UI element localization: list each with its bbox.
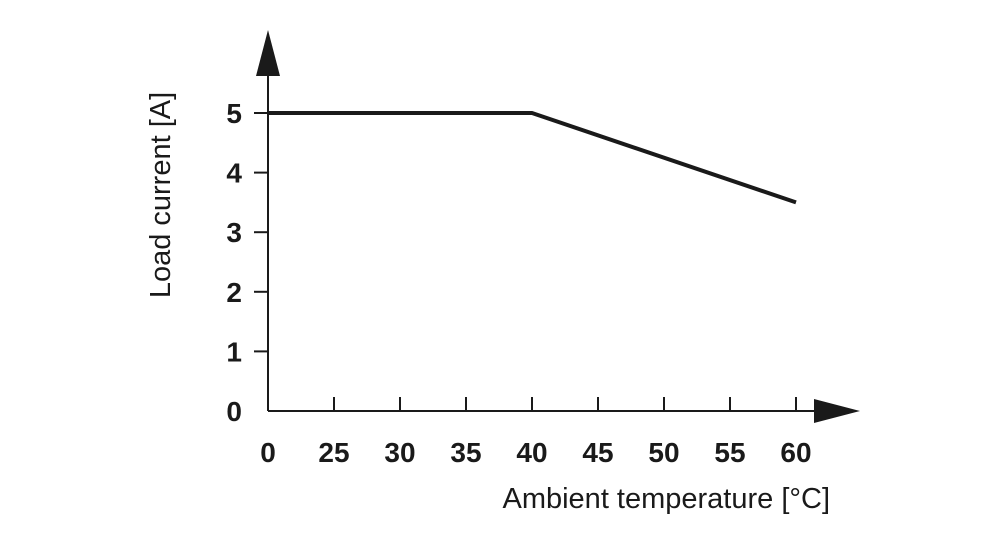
- y-axis-arrow-icon: [256, 30, 280, 76]
- x-tick-label: 30: [384, 437, 415, 468]
- x-axis-title: Ambient temperature [°C]: [502, 483, 830, 515]
- y-tick-label: 3: [226, 217, 242, 248]
- y-tick-label: 1: [226, 336, 242, 367]
- x-tick-label: 25: [318, 437, 349, 468]
- x-tick-label: 40: [516, 437, 547, 468]
- series-group: [268, 111, 797, 205]
- y-tick-label: 4: [226, 158, 242, 189]
- x-tick-label: 55: [714, 437, 745, 468]
- y-tick-label: 2: [226, 277, 242, 308]
- x-tick-label: 0: [260, 437, 276, 468]
- axes: [256, 30, 860, 423]
- y-tick-label: 5: [226, 98, 242, 129]
- y-axis-title: Load current [A]: [145, 92, 177, 298]
- x-tick-label: 50: [648, 437, 679, 468]
- load-current-series-line: [268, 111, 797, 205]
- y-ticks: 0 1 2 3 4 5: [226, 98, 268, 427]
- x-tick-label: 35: [450, 437, 481, 468]
- x-tick-label: 45: [582, 437, 613, 468]
- x-ticks: 0 25 30 35 40 45 50 55 60: [260, 397, 812, 468]
- x-tick-label: 60: [780, 437, 811, 468]
- x-axis-arrow-icon: [814, 399, 860, 423]
- y-tick-label: 0: [226, 396, 242, 427]
